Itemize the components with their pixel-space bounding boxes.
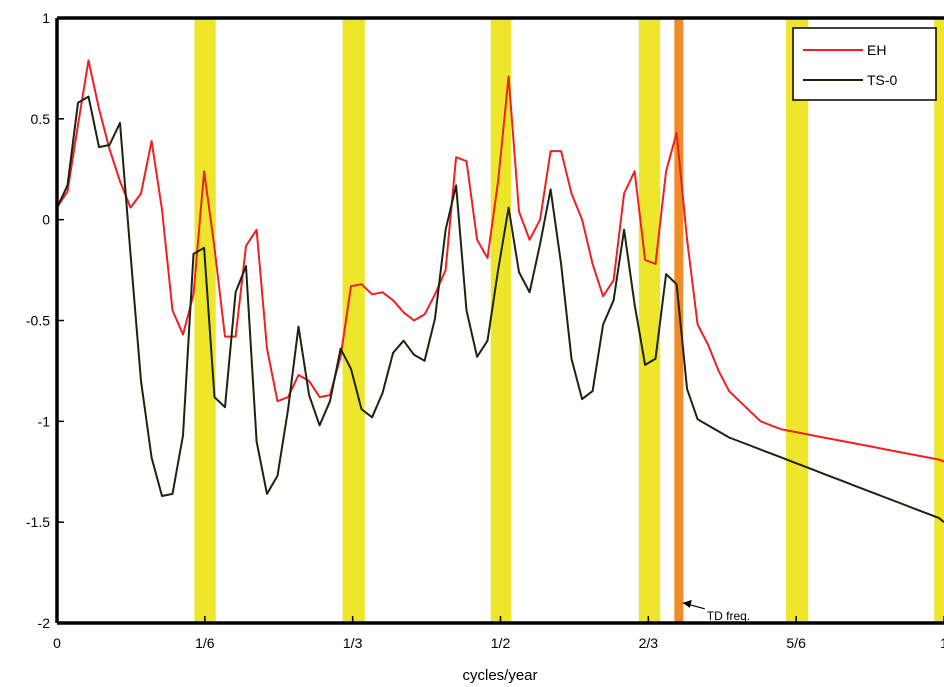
highlight-band-3 — [638, 18, 661, 623]
y-tick-label: -2 — [38, 615, 51, 631]
x-tick-label: 1 — [940, 635, 944, 651]
series-line-ts-0 — [57, 95, 944, 523]
x-tick-label: 5/6 — [786, 635, 806, 651]
x-tick-label: 1/6 — [195, 635, 215, 651]
legend: EH TS-0 — [792, 27, 937, 101]
x-axis-label: cycles/year — [462, 667, 537, 684]
highlight-band-1 — [342, 18, 365, 623]
highlight-bands — [194, 18, 944, 623]
tick-labels: 10.50-0.5-1-1.5-201/61/31/22/35/61 — [26, 10, 944, 651]
td-frequency-annotation: TD freq. — [682, 599, 750, 623]
highlight-band-2 — [490, 18, 512, 623]
legend-label: EH — [867, 42, 886, 58]
series-group — [57, 59, 944, 523]
annotation-arrow-head — [682, 599, 692, 608]
highlight-band-0 — [194, 18, 216, 623]
series-line-eh — [57, 59, 944, 463]
y-tick-label: -0.5 — [26, 313, 50, 329]
x-tick-label: 1/3 — [343, 635, 363, 651]
y-tick-label: 1 — [42, 10, 50, 26]
x-tick-label: 1/2 — [491, 635, 511, 651]
legend-label: TS-0 — [867, 72, 898, 88]
axes — [55, 16, 944, 625]
x-tick-label: 2/3 — [639, 635, 659, 651]
legend-box — [792, 27, 937, 101]
annotation-label: TD freq. — [707, 609, 750, 623]
y-tick-label: 0 — [42, 212, 50, 228]
y-tick-label: -1 — [38, 413, 51, 429]
y-tick-label: 0.5 — [31, 111, 51, 127]
y-tick-label: -1.5 — [26, 514, 50, 530]
highlight-band-4 — [786, 18, 809, 623]
highlight-band-5 — [934, 18, 944, 623]
x-tick-label: 0 — [53, 635, 61, 651]
td-frequency-band — [674, 18, 684, 623]
